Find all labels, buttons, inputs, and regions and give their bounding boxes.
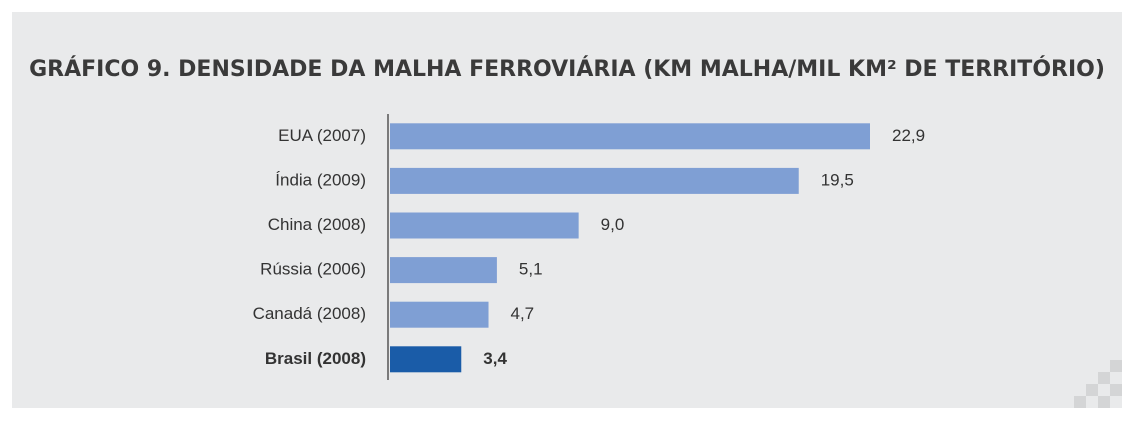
data-label: 9,0 xyxy=(601,215,625,234)
y-tick-label: Índia (2009) xyxy=(275,170,366,189)
decoration xyxy=(1074,360,1122,408)
y-tick-label: EUA (2007) xyxy=(278,126,366,145)
data-label: 5,1 xyxy=(519,260,543,279)
bar xyxy=(390,257,497,284)
data-label: 22,9 xyxy=(892,126,925,145)
data-label: 3,4 xyxy=(483,349,507,368)
bar xyxy=(390,301,489,328)
background xyxy=(12,12,1122,408)
data-label: 4,7 xyxy=(511,304,535,323)
bar xyxy=(390,346,462,373)
bar xyxy=(390,212,579,239)
chart-title: GRÁFICO 9. DENSIDADE DA MALHA FERROVIÁRI… xyxy=(29,56,1105,82)
y-tick-label: Canadá (2008) xyxy=(253,304,366,323)
data-label: 19,5 xyxy=(821,170,854,189)
y-tick-label: Rússia (2006) xyxy=(260,260,366,279)
bar xyxy=(390,167,799,194)
bar xyxy=(390,123,870,150)
y-tick-label: China (2008) xyxy=(268,215,366,234)
y-tick-label: Brasil (2008) xyxy=(265,349,366,368)
